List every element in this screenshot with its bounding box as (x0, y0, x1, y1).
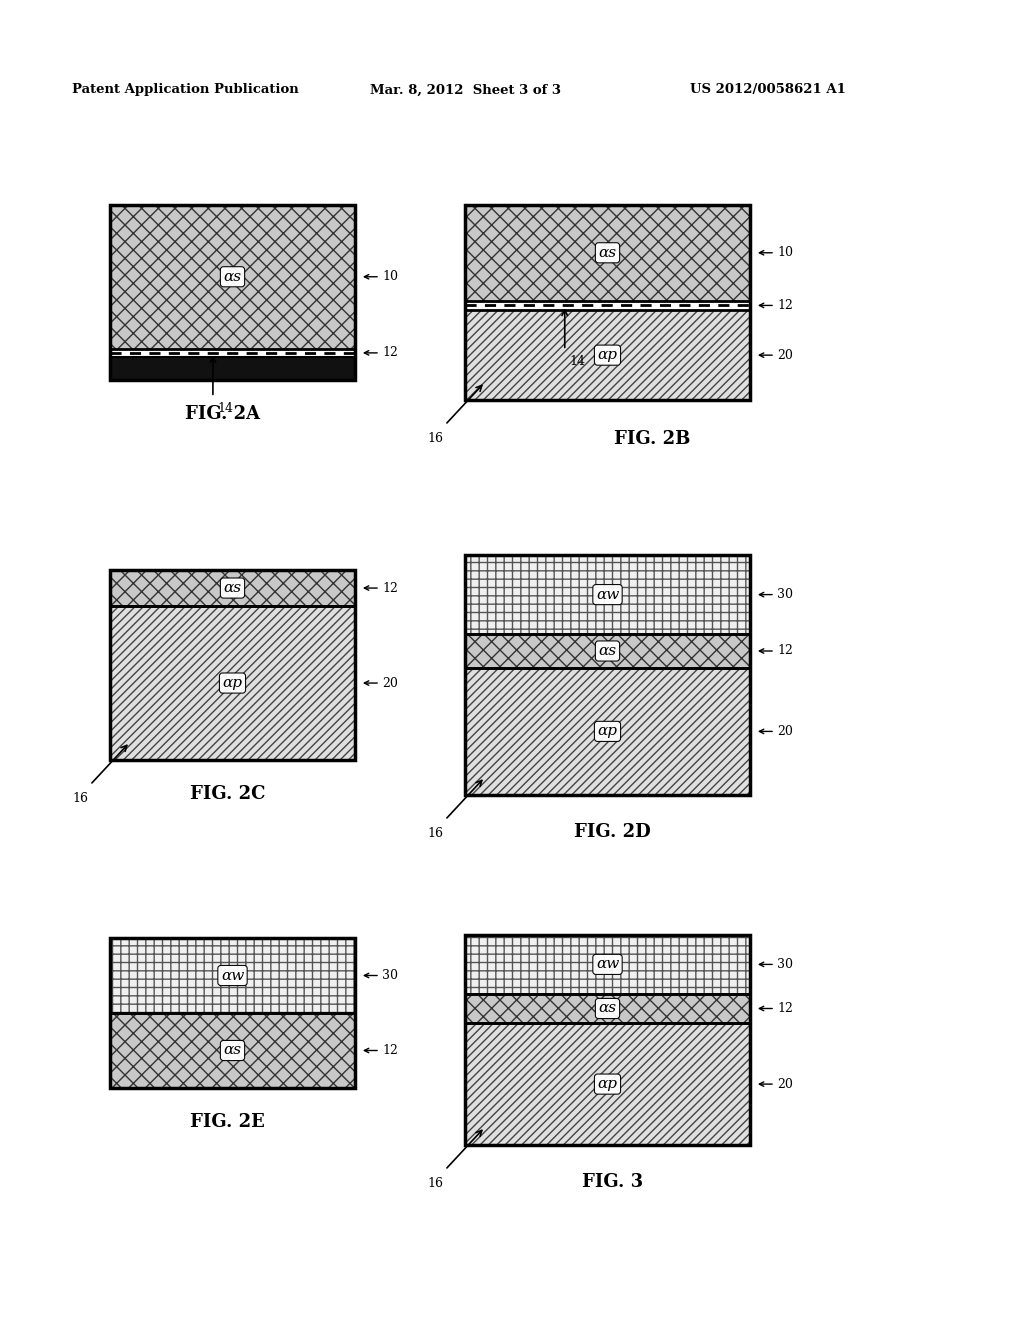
Bar (465, 935, 750, 1144)
Text: 20: 20 (777, 348, 793, 362)
Bar (110, 606, 355, 760)
Bar (465, 554, 750, 634)
Text: 30: 30 (777, 589, 793, 601)
Text: 12: 12 (777, 644, 793, 657)
Text: FIG. 3: FIG. 3 (582, 1173, 643, 1191)
Bar (465, 554, 750, 634)
Text: 20: 20 (777, 725, 793, 738)
Text: αw: αw (221, 969, 244, 982)
Text: αs: αs (598, 1002, 616, 1015)
Text: 10: 10 (777, 247, 793, 259)
Text: αs: αs (598, 644, 616, 657)
Text: αw: αw (596, 587, 620, 602)
Bar (110, 358, 355, 380)
Bar (110, 205, 355, 380)
Bar (110, 939, 355, 1088)
Text: FIG. 2D: FIG. 2D (574, 822, 651, 841)
Bar (465, 310, 750, 400)
Bar (465, 668, 750, 795)
Bar (465, 205, 750, 301)
Text: Mar. 8, 2012  Sheet 3 of 3: Mar. 8, 2012 Sheet 3 of 3 (370, 83, 561, 96)
Text: 20: 20 (382, 677, 398, 689)
Text: 12: 12 (777, 1002, 793, 1015)
Bar (465, 935, 750, 994)
Bar (465, 1023, 750, 1144)
Text: 16: 16 (427, 1177, 443, 1191)
Text: αs: αs (223, 269, 242, 284)
Bar (110, 205, 355, 348)
Text: αw: αw (596, 957, 620, 972)
Text: FIG. 2E: FIG. 2E (190, 1113, 265, 1131)
Bar (110, 939, 355, 1012)
Text: 16: 16 (427, 828, 443, 840)
Bar (465, 554, 750, 795)
Bar (110, 570, 355, 760)
Bar (465, 994, 750, 1023)
Text: 30: 30 (382, 969, 398, 982)
Text: FIG. 2C: FIG. 2C (189, 785, 265, 803)
Bar (465, 1023, 750, 1144)
Bar (110, 606, 355, 760)
Text: 14: 14 (218, 403, 233, 416)
Text: US 2012/0058621 A1: US 2012/0058621 A1 (690, 83, 846, 96)
Text: 20: 20 (777, 1077, 793, 1090)
Bar (110, 205, 355, 348)
Bar (110, 939, 355, 1012)
Text: αp: αp (597, 348, 617, 362)
Bar (110, 570, 355, 606)
Text: αp: αp (597, 725, 617, 738)
Bar (465, 634, 750, 668)
Bar (465, 205, 750, 301)
Bar (110, 570, 355, 606)
Bar (110, 1012, 355, 1088)
Bar (110, 1012, 355, 1088)
Bar (110, 1012, 355, 1088)
Text: αp: αp (597, 1077, 617, 1092)
Text: 12: 12 (382, 1044, 398, 1057)
Text: αs: αs (223, 581, 242, 595)
Text: FIG. 2A: FIG. 2A (185, 405, 260, 422)
Text: Patent Application Publication: Patent Application Publication (72, 83, 299, 96)
Bar (465, 935, 750, 994)
Text: 16: 16 (427, 432, 443, 445)
Bar (465, 1023, 750, 1144)
Bar (465, 310, 750, 400)
Text: 14: 14 (569, 355, 586, 368)
Text: αs: αs (223, 1044, 242, 1057)
Bar (465, 935, 750, 994)
Bar (110, 939, 355, 1012)
Bar (465, 634, 750, 668)
Text: 12: 12 (777, 298, 793, 312)
Bar (465, 205, 750, 301)
Bar (465, 994, 750, 1023)
Bar (465, 554, 750, 634)
Text: 16: 16 (72, 792, 88, 805)
Bar (110, 570, 355, 606)
Bar (465, 668, 750, 795)
Bar (465, 994, 750, 1023)
Bar (465, 634, 750, 668)
Text: αp: αp (222, 676, 243, 690)
Bar (465, 205, 750, 400)
Text: 10: 10 (382, 271, 398, 284)
Text: FIG. 2B: FIG. 2B (614, 430, 690, 447)
Bar (465, 310, 750, 400)
Bar (465, 668, 750, 795)
Bar (110, 205, 355, 348)
Text: αs: αs (598, 246, 616, 260)
Text: 12: 12 (382, 582, 398, 594)
Bar (110, 606, 355, 760)
Text: 12: 12 (382, 346, 398, 359)
Text: 30: 30 (777, 958, 793, 972)
